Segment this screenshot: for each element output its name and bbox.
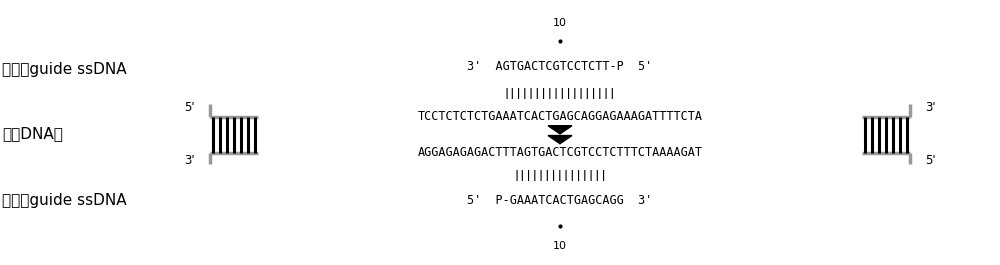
Text: 10: 10 — [553, 241, 567, 251]
Polygon shape — [548, 126, 572, 134]
Text: TCCTCTCTCTGAAATCACTGAGCAGGAGAAAGATTTTCTA: TCCTCTCTCTGAAATCACTGAGCAGGAGAAAGATTTTCTA — [418, 110, 702, 123]
Text: AGGAGAGAGACTTTAGTGACTCGTCCTCTTTCTAAAAGAT: AGGAGAGAGACTTTAGTGACTCGTCCTCTTTCTAAAAGAT — [418, 146, 702, 159]
Text: 5': 5' — [184, 101, 195, 114]
Text: 3': 3' — [184, 154, 195, 167]
Text: 5'  P-GAAATCACTGAGCAGG  3': 5' P-GAAATCACTGAGCAGG 3' — [467, 194, 653, 207]
Text: 无义链guide ssDNA: 无义链guide ssDNA — [2, 193, 127, 208]
Text: |||||||||||||||: ||||||||||||||| — [513, 170, 607, 181]
Text: 3': 3' — [925, 101, 936, 114]
Text: ||||||||||||||||||: |||||||||||||||||| — [504, 88, 616, 99]
Text: 10: 10 — [553, 18, 567, 28]
Text: 目标DNA链: 目标DNA链 — [2, 126, 63, 141]
Text: 有义链guide ssDNA: 有义链guide ssDNA — [2, 62, 127, 77]
Text: 5': 5' — [925, 154, 936, 167]
Text: 3'  AGTGACTCGTCCTCTT-P  5': 3' AGTGACTCGTCCTCTT-P 5' — [467, 60, 653, 73]
Polygon shape — [548, 135, 572, 144]
